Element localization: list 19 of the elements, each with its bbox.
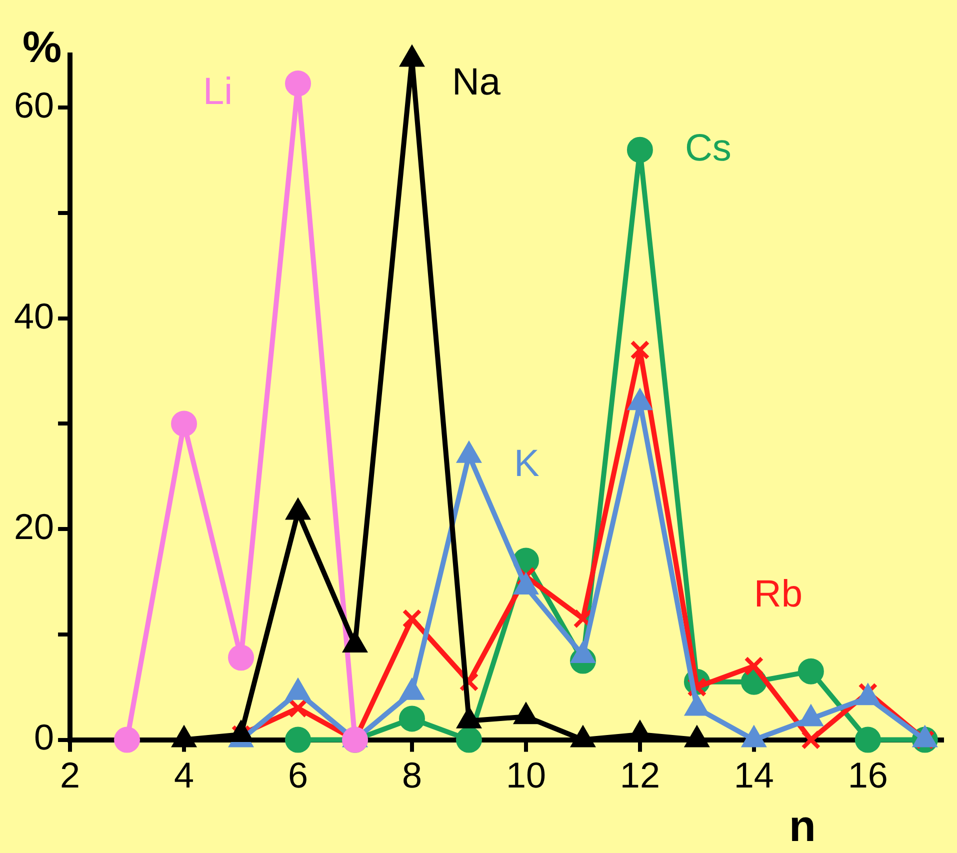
y-tick-label: 60	[14, 84, 54, 126]
y-tick-label: 20	[14, 506, 54, 548]
series-label: Na	[452, 62, 502, 104]
x-tick-label: 8	[402, 754, 422, 796]
x-tick-label: 16	[848, 754, 888, 796]
series-label: Cs	[684, 127, 732, 170]
x-tick-label: 14	[734, 754, 774, 796]
y-tick-label: 40	[14, 295, 54, 336]
y-tick-label: 0	[34, 716, 54, 758]
x-tick-label: 12	[620, 754, 660, 796]
x-tick-label: 10	[506, 754, 546, 796]
x-axis-title: n	[789, 802, 816, 851]
x-tick-label: 2	[60, 754, 80, 796]
x-tick-label: 4	[174, 754, 194, 796]
series-label: K	[514, 442, 540, 485]
series-label: Li	[203, 70, 233, 113]
x-tick-label: 6	[288, 754, 308, 796]
y-axis-title: %	[22, 23, 62, 72]
series-label: Rb	[754, 574, 803, 616]
